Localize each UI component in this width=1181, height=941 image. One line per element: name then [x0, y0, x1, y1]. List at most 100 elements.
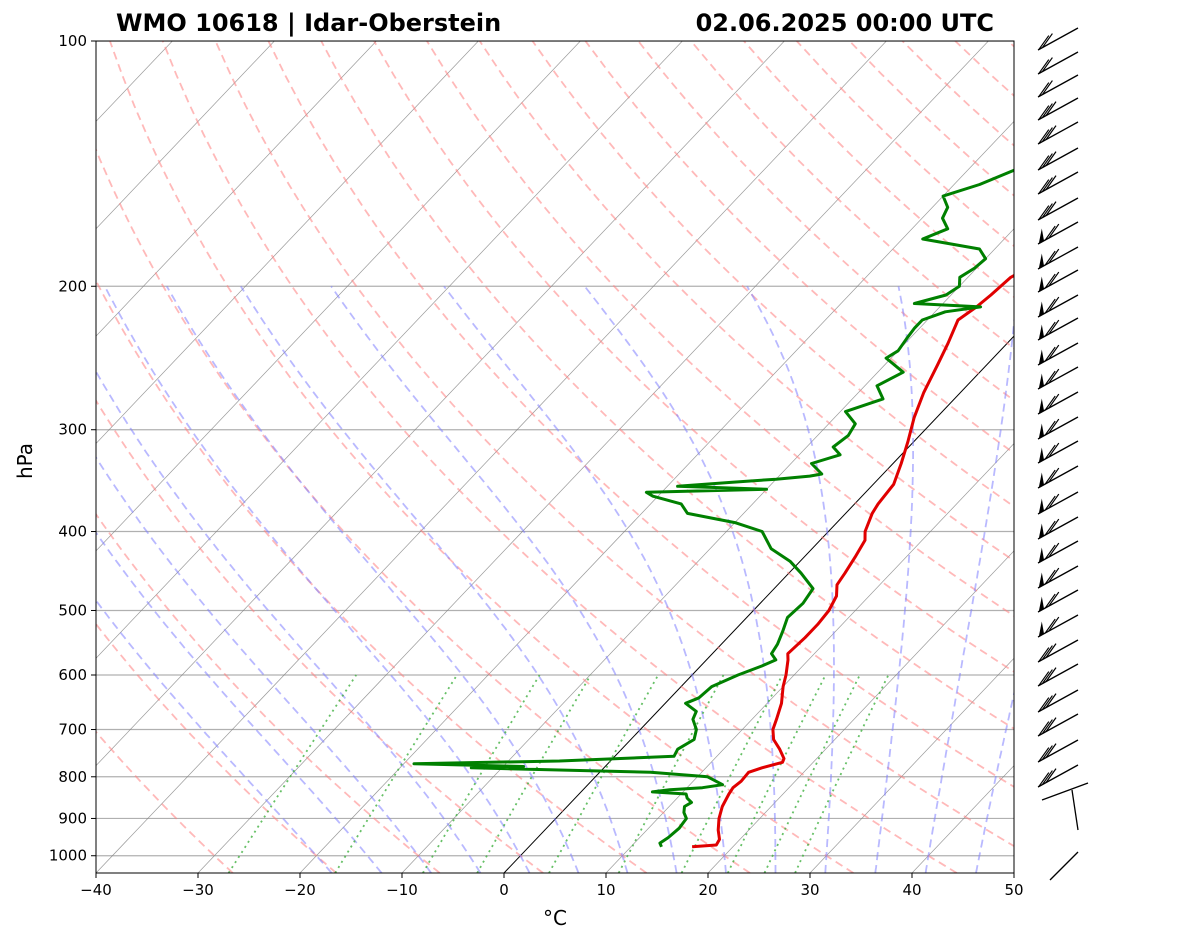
- title-left: WMO 10618 | Idar-Oberstein: [116, 9, 501, 37]
- wind-barbs-column: [1037, 27, 1089, 881]
- wind-barb: [1037, 689, 1079, 713]
- wind-barb: [1041, 782, 1089, 801]
- wind-barb: [1037, 246, 1079, 270]
- wind-barb: [1037, 269, 1079, 293]
- dry-adiabat: [531, 41, 1014, 508]
- isotherm-line: [1013, 872, 1014, 873]
- y-tick-label: 200: [58, 277, 87, 295]
- dry-adiabat: [796, 41, 1014, 248]
- moist-adiabat: [924, 313, 1014, 873]
- mixing-ratio-line: [726, 674, 827, 873]
- dry-adiabat: [96, 398, 544, 873]
- x-tick-label: −20: [284, 881, 316, 899]
- wind-barb: [1037, 465, 1079, 489]
- isotherm-line: [96, 41, 785, 767]
- x-tick-label: 0: [499, 881, 509, 899]
- mixing-ratio-line: [794, 674, 890, 873]
- x-tick-label: 20: [698, 881, 717, 899]
- wind-barb: [1037, 764, 1079, 788]
- x-tick-label: 40: [902, 881, 921, 899]
- wind-barb: [1037, 739, 1079, 763]
- y-tick-label: 300: [58, 421, 87, 439]
- y-tick-label: 900: [58, 809, 87, 827]
- x-axis-label: °C: [543, 906, 567, 930]
- mixing-ratio-line: [763, 674, 861, 873]
- moist-adiabat: [746, 285, 835, 873]
- dry-adiabat: [96, 622, 337, 873]
- dry-adiabat: [320, 41, 1014, 730]
- wind-barb: [1037, 491, 1079, 515]
- isotherm-line: [96, 41, 581, 552]
- wind-barb: [1037, 294, 1079, 318]
- mixing-ratio-line: [548, 674, 659, 873]
- dry-adiabat: [690, 41, 1014, 350]
- wind-barb: [1037, 614, 1079, 638]
- moist-adiabat: [975, 690, 1014, 873]
- isotherm-line: [197, 41, 989, 873]
- plot-frame: [95, 40, 1015, 874]
- wind-barb: [1037, 589, 1079, 613]
- y-tick-label: 400: [58, 523, 87, 541]
- wind-barb: [1037, 147, 1079, 171]
- mixing-ratio-line: [617, 674, 725, 873]
- dry-adiabat: [161, 41, 958, 873]
- dry-adiabat: [584, 41, 1014, 455]
- x-tick-label: 50: [1004, 881, 1023, 899]
- dry-adiabat: [96, 147, 751, 873]
- wind-barb: [1037, 713, 1079, 737]
- wind-barb: [1037, 440, 1079, 464]
- dry-adiabat: [954, 41, 1014, 97]
- wind-barb: [1037, 540, 1079, 564]
- mixing-ratio-line: [422, 674, 541, 873]
- moist-adiabat: [443, 285, 727, 873]
- x-tick-label: −10: [386, 881, 418, 899]
- wind-barb: [1037, 51, 1079, 75]
- dry-adiabat: [1007, 41, 1014, 48]
- dry-adiabat: [96, 278, 648, 873]
- isotherm-line: [299, 120, 1014, 873]
- wind-barb: [1037, 317, 1079, 341]
- isotherm-line: [96, 41, 887, 873]
- wind-barb: [1037, 391, 1079, 415]
- isotherm-line: [96, 41, 479, 445]
- wind-barb: [1037, 74, 1079, 98]
- isotherm-line: [96, 41, 275, 230]
- background-lines: [96, 41, 1181, 873]
- moist-adiabat: [166, 285, 580, 873]
- mixing-ratio-line: [227, 674, 357, 873]
- dry-adiabat: [373, 41, 1014, 673]
- moist-adiabat: [96, 369, 482, 873]
- y-tick-label: 100: [58, 32, 87, 50]
- title-right: 02.06.2025 00:00 UTC: [696, 9, 994, 37]
- isotherm-line: [605, 443, 1014, 873]
- dry-adiabat: [96, 512, 441, 873]
- wind-barb: [1037, 663, 1079, 687]
- y-tick-label: 500: [58, 601, 87, 619]
- dry-adiabat: [637, 41, 1014, 402]
- moist-adiabat: [330, 285, 678, 873]
- wind-barb: [1037, 197, 1079, 221]
- moist-adiabat: [96, 531, 383, 873]
- wind-barb: [1071, 789, 1079, 831]
- wind-barb: [1037, 639, 1079, 663]
- zero-isotherm: [503, 335, 1014, 873]
- wind-barb: [1037, 171, 1079, 195]
- x-tick-label: 30: [800, 881, 819, 899]
- y-tick-label: 600: [58, 666, 87, 684]
- dry-adiabat: [109, 41, 854, 873]
- dry-adiabat: [743, 41, 1014, 299]
- moist-adiabat: [96, 599, 333, 873]
- mixing-ratio-line: [680, 674, 784, 873]
- isotherm-line: [809, 657, 1014, 873]
- y-axis: 1000 900 800 700 600 500 400 300 200 100: [49, 32, 96, 865]
- sounding-series: [412, 168, 1014, 849]
- x-tick-label: 10: [596, 881, 615, 899]
- wind-barb: [1037, 366, 1079, 390]
- isotherm-line: [96, 41, 377, 337]
- moist-adiabat: [104, 285, 531, 873]
- wind-barb: [1037, 416, 1079, 440]
- isotherm-line: [1116, 41, 1181, 873]
- moist-adiabat: [583, 285, 777, 873]
- moist-adiabat: [96, 455, 432, 873]
